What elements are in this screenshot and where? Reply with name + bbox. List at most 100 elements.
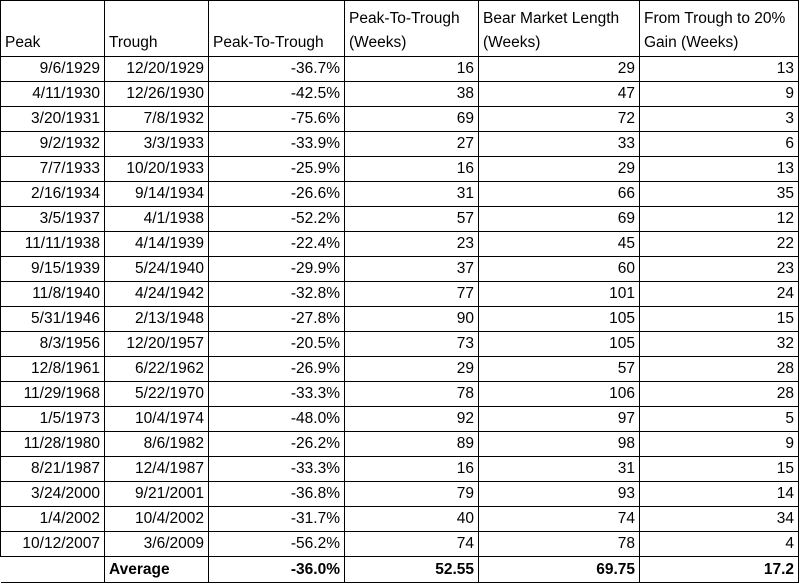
cell-trough-to-gain: 15 bbox=[639, 306, 799, 332]
header-trough: Trough bbox=[104, 0, 209, 57]
cell-peak: 8/21/1987 bbox=[0, 456, 105, 482]
cell-trough: 3/3/1933 bbox=[104, 131, 209, 157]
cell-trough: 5/24/1940 bbox=[104, 256, 209, 282]
cell-peak-to-trough-weeks: 31 bbox=[344, 181, 479, 207]
cell-peak-to-trough-weeks: 73 bbox=[344, 331, 479, 357]
table-row: 1/5/1973 10/4/1974 -48.0% 92 97 5 bbox=[0, 406, 799, 432]
cell-trough-to-gain: 14 bbox=[639, 481, 799, 507]
cell-trough-to-gain: 24 bbox=[639, 281, 799, 307]
cell-bear-market-length: 97 bbox=[478, 406, 640, 432]
table-header: Peak Trough Peak-To-Trough Peak-To-Troug… bbox=[0, 0, 799, 57]
table-row: 4/11/1930 12/26/1930 -42.5% 38 47 9 bbox=[0, 81, 799, 107]
cell-bear-market-length: 33 bbox=[478, 131, 640, 157]
cell-peak: 9/6/1929 bbox=[0, 56, 105, 82]
cell-trough: 12/20/1957 bbox=[104, 331, 209, 357]
cell-trough-to-gain: 23 bbox=[639, 256, 799, 282]
cell-trough-to-gain: 6 bbox=[639, 131, 799, 157]
cell-peak: 3/20/1931 bbox=[0, 106, 105, 132]
header-row: Peak Trough Peak-To-Trough Peak-To-Troug… bbox=[0, 0, 799, 57]
table-row: 10/12/2007 3/6/2009 -56.2% 74 78 4 bbox=[0, 531, 799, 557]
table-row: 5/31/1946 2/13/1948 -27.8% 90 105 15 bbox=[0, 306, 799, 332]
cell-peak-to-trough: -20.5% bbox=[208, 331, 345, 357]
cell-trough-to-gain: 13 bbox=[639, 56, 799, 82]
cell-peak: 11/11/1938 bbox=[0, 231, 105, 257]
cell-trough-to-gain: 28 bbox=[639, 381, 799, 407]
cell-peak: 9/15/1939 bbox=[0, 256, 105, 282]
cell-peak-to-trough-weeks: 16 bbox=[344, 56, 479, 82]
cell-peak: 11/29/1968 bbox=[0, 381, 105, 407]
header-peak-to-trough: Peak-To-Trough bbox=[208, 0, 345, 57]
cell-peak-to-trough-weeks: 89 bbox=[344, 431, 479, 457]
cell-peak: 9/2/1932 bbox=[0, 131, 105, 157]
table-row: 8/3/1956 12/20/1957 -20.5% 73 105 32 bbox=[0, 331, 799, 357]
cell-trough-to-gain: 9 bbox=[639, 81, 799, 107]
table-row: 7/7/1933 10/20/1933 -25.9% 16 29 13 bbox=[0, 156, 799, 182]
cell-trough: 5/22/1970 bbox=[104, 381, 209, 407]
table-row: 3/5/1937 4/1/1938 -52.2% 57 69 12 bbox=[0, 206, 799, 232]
cell-trough-to-gain: 9 bbox=[639, 431, 799, 457]
cell-peak: 7/7/1933 bbox=[0, 156, 105, 182]
cell-peak-to-trough-weeks: 38 bbox=[344, 81, 479, 107]
cell-trough-to-gain: 22 bbox=[639, 231, 799, 257]
cell-peak: 11/28/1980 bbox=[0, 431, 105, 457]
cell-peak-to-trough: -26.9% bbox=[208, 356, 345, 382]
cell-peak-to-trough: -26.6% bbox=[208, 181, 345, 207]
cell-bear-market-length: 29 bbox=[478, 156, 640, 182]
cell-trough: 3/6/2009 bbox=[104, 531, 209, 557]
cell-trough: 4/1/1938 bbox=[104, 206, 209, 232]
cell-peak: 1/4/2002 bbox=[0, 506, 105, 532]
header-bear-market-length: Bear Market Length (Weeks) bbox=[478, 0, 640, 57]
table-row: 12/8/1961 6/22/1962 -26.9% 29 57 28 bbox=[0, 356, 799, 382]
cell-trough-to-gain: 35 bbox=[639, 181, 799, 207]
cell-trough-to-gain: 12 bbox=[639, 206, 799, 232]
cell-trough: 2/13/1948 bbox=[104, 306, 209, 332]
cell-peak-to-trough: -33.3% bbox=[208, 456, 345, 482]
cell-peak: 3/24/2000 bbox=[0, 481, 105, 507]
cell-peak-to-trough-weeks: 29 bbox=[344, 356, 479, 382]
cell-bear-market-length: 105 bbox=[478, 331, 640, 357]
cell-bear-market-length: 101 bbox=[478, 281, 640, 307]
cell-peak-to-trough: -36.8% bbox=[208, 481, 345, 507]
cell-peak-to-trough-weeks: 78 bbox=[344, 381, 479, 407]
cell-bear-market-length: 69 bbox=[478, 206, 640, 232]
cell-peak-to-trough: -29.9% bbox=[208, 256, 345, 282]
cell-bear-market-length: 66 bbox=[478, 181, 640, 207]
cell-peak: 8/3/1956 bbox=[0, 331, 105, 357]
cell-bear-market-length: 98 bbox=[478, 431, 640, 457]
cell-trough-to-gain: 13 bbox=[639, 156, 799, 182]
cell-peak-to-trough-weeks: 16 bbox=[344, 456, 479, 482]
cell-peak: 1/5/1973 bbox=[0, 406, 105, 432]
cell-trough: 10/4/2002 bbox=[104, 506, 209, 532]
cell-peak-to-trough-weeks: 77 bbox=[344, 281, 479, 307]
table-row: 9/2/1932 3/3/1933 -33.9% 27 33 6 bbox=[0, 131, 799, 157]
cell-trough: 10/4/1974 bbox=[104, 406, 209, 432]
cell-peak: 11/8/1940 bbox=[0, 281, 105, 307]
table-row: 2/16/1934 9/14/1934 -26.6% 31 66 35 bbox=[0, 181, 799, 207]
cell-bear-market-length: 72 bbox=[478, 106, 640, 132]
cell-peak-to-trough: -36.7% bbox=[208, 56, 345, 82]
cell-bear-market-length: 29 bbox=[478, 56, 640, 82]
cell-bear-market-length: 105 bbox=[478, 306, 640, 332]
cell-trough: 4/14/1939 bbox=[104, 231, 209, 257]
cell-trough: 9/21/2001 bbox=[104, 481, 209, 507]
cell-peak-to-trough: -75.6% bbox=[208, 106, 345, 132]
table-row: 11/28/1980 8/6/1982 -26.2% 89 98 9 bbox=[0, 431, 799, 457]
cell-peak: 4/11/1930 bbox=[0, 81, 105, 107]
cell-peak-to-trough: -33.9% bbox=[208, 131, 345, 157]
table-row: 9/15/1939 5/24/1940 -29.9% 37 60 23 bbox=[0, 256, 799, 282]
cell-trough: 7/8/1932 bbox=[104, 106, 209, 132]
cell-peak-to-trough-weeks: 27 bbox=[344, 131, 479, 157]
header-peak: Peak bbox=[0, 0, 105, 57]
cell-bear-market-length: 93 bbox=[478, 481, 640, 507]
table-row: 3/20/1931 7/8/1932 -75.6% 69 72 3 bbox=[0, 106, 799, 132]
cell-peak-to-trough: -42.5% bbox=[208, 81, 345, 107]
cell-peak-to-trough-weeks: 57 bbox=[344, 206, 479, 232]
table-row: 9/6/1929 12/20/1929 -36.7% 16 29 13 bbox=[0, 56, 799, 82]
cell-trough-to-gain: 4 bbox=[639, 531, 799, 557]
cell-peak: 12/8/1961 bbox=[0, 356, 105, 382]
table-row: 11/11/1938 4/14/1939 -22.4% 23 45 22 bbox=[0, 231, 799, 257]
table-row: 1/4/2002 10/4/2002 -31.7% 40 74 34 bbox=[0, 506, 799, 532]
cell-peak-to-trough: -31.7% bbox=[208, 506, 345, 532]
cell-bear-market-length: 31 bbox=[478, 456, 640, 482]
